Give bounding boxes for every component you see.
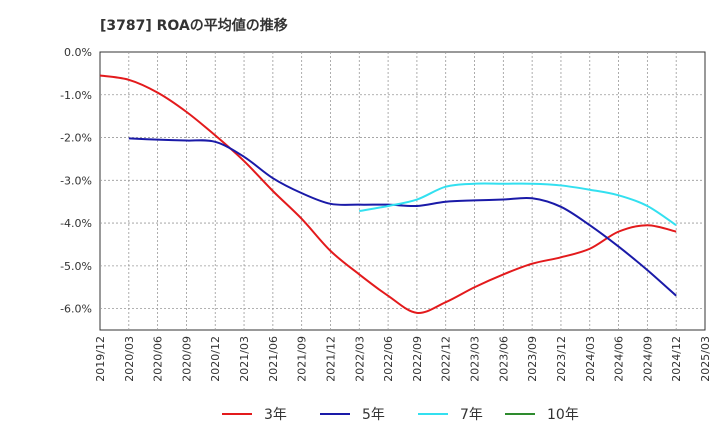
x-tick-label: 2024/12: [670, 336, 683, 382]
x-tick-label: 2024/03: [584, 336, 597, 382]
x-tick-label: 2019/12: [94, 336, 107, 382]
series-line-1: [99, 74, 677, 314]
x-tick-label: 2024/06: [613, 336, 626, 382]
legend: 3年 5年 7年 10年: [222, 407, 579, 423]
x-tick-label: 2022/06: [382, 336, 395, 382]
x-tick-label: 2021/03: [238, 336, 251, 382]
legend-label: 10年: [547, 407, 579, 423]
x-tick-label: 2022/12: [440, 336, 453, 382]
plot-area: [99, 51, 706, 331]
x-tick-label: 2023/06: [497, 336, 510, 382]
x-tick-label: 2024/09: [641, 336, 654, 382]
y-tick-label: -2.0%: [60, 132, 92, 145]
legend-label: 7年: [460, 407, 483, 423]
x-tick-label: 2020/06: [152, 336, 165, 382]
x-tick-label: 2022/09: [411, 336, 424, 382]
x-tick-label: 2020/12: [209, 336, 222, 382]
y-tick-label: -6.0%: [60, 303, 92, 316]
chart-title: [3787] ROAの平均値の推移: [100, 17, 288, 34]
x-axis-ticks: 2019/12 2020/03 2020/06 2020/09 2020/12 2021/…: [94, 336, 712, 382]
x-tick-label: 2023/09: [526, 336, 539, 382]
x-tick-label: 2021/09: [296, 336, 309, 382]
series-line-2: [128, 137, 677, 297]
series-lines: [99, 74, 677, 314]
x-tick-label: 2020/09: [180, 336, 193, 382]
x-tick-label: 2020/03: [123, 336, 136, 382]
y-axis-ticks: 0.0% -1.0% -2.0% -3.0% -4.0% -5.0% -6.0%: [60, 46, 92, 316]
y-tick-label: -4.0%: [60, 217, 92, 230]
x-tick-label: 2021/06: [267, 336, 280, 382]
x-tick-label: 2022/03: [353, 336, 366, 382]
legend-label: 5年: [362, 407, 385, 423]
x-tick-label: 2025/03: [699, 336, 712, 382]
legend-label: 3年: [264, 407, 287, 423]
y-tick-label: -3.0%: [60, 174, 92, 187]
y-tick-label: -5.0%: [60, 260, 92, 273]
x-tick-label: 2023/03: [469, 336, 482, 382]
x-tick-label: 2023/12: [555, 336, 568, 382]
x-tick-label: 2021/12: [324, 336, 337, 382]
grid-lines: [100, 52, 705, 330]
y-tick-label: 0.0%: [64, 46, 92, 59]
series-line-3: [359, 182, 677, 227]
y-tick-label: -1.0%: [60, 89, 92, 102]
